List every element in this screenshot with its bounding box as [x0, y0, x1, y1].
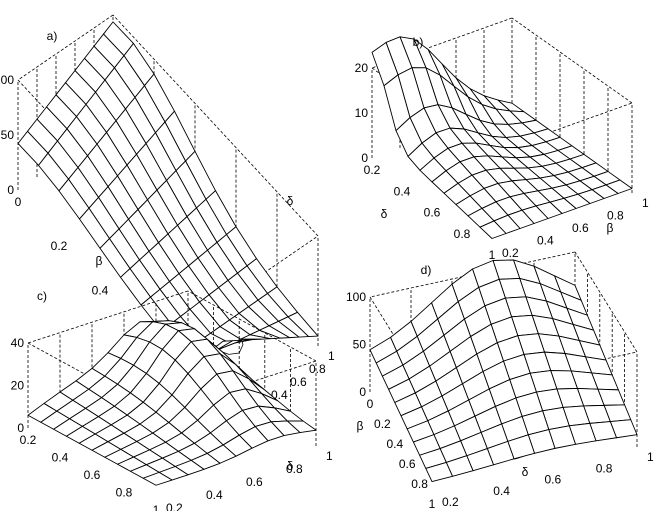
x-tick-label: 1 [153, 503, 160, 511]
box-edge [511, 17, 633, 104]
x-axis-label: β [96, 254, 103, 268]
x-tick-label: 0.2 [51, 239, 68, 253]
z-tick-label: 20 [355, 61, 369, 75]
z-tick-label: 0 [361, 151, 368, 165]
x-tick-label: 0.4 [52, 451, 69, 465]
x-tick-label: 1 [489, 248, 496, 262]
x-tick-label: 0.2 [364, 163, 381, 177]
y-tick-label: 0.8 [607, 209, 624, 223]
surface-face [425, 461, 453, 483]
x-tick-label: 0.4 [92, 283, 109, 297]
box-edge [187, 290, 317, 362]
y-tick-label: 0.4 [537, 234, 554, 248]
box-edge [17, 14, 114, 81]
box-edge [155, 360, 317, 414]
x-tick-label: 0.6 [84, 468, 101, 482]
y-axis-label: δ [381, 207, 388, 221]
panel-label: b) [413, 35, 424, 49]
z-tick-label: 0 [17, 421, 24, 435]
x-tick-label: 0.8 [454, 227, 471, 241]
y-axis-label: δ [287, 194, 294, 208]
x-tick-label: 0.4 [394, 184, 411, 198]
x-tick-label: 0.6 [399, 457, 416, 471]
y-tick-label: 0.6 [290, 375, 307, 389]
x-tick-label: 0.6 [424, 206, 441, 220]
y-tick-label: 0.4 [206, 488, 223, 502]
y-tick-label: 0.6 [545, 473, 562, 487]
z-tick-label: 0 [7, 183, 14, 197]
y-tick-label: 0.8 [286, 462, 303, 476]
panel-label: a) [47, 29, 58, 43]
box-edge [222, 235, 319, 302]
y-tick-label: 0.6 [572, 221, 589, 235]
box-edge [27, 290, 189, 344]
y-tick-label: 1 [642, 196, 649, 210]
z-tick-label: 10 [355, 106, 369, 120]
z-tick-label: 0 [359, 385, 366, 399]
z-tick-label: 50 [1, 128, 15, 142]
x-tick-label: 1 [429, 497, 436, 511]
x-tick-label: 0 [367, 397, 374, 411]
x-tick-label: 0.2 [374, 417, 391, 431]
y-tick-label: 0.2 [166, 501, 183, 511]
x-axis-label: β [357, 419, 364, 433]
x-tick-label: 0.4 [386, 437, 403, 451]
y-tick-label: 0.8 [309, 362, 326, 376]
y-tick-label: 1 [326, 449, 333, 463]
surface-face [479, 220, 507, 239]
y-tick-label: 0.2 [442, 495, 459, 509]
z-tick-label: 40 [11, 336, 25, 350]
z-tick-label: 20 [11, 379, 25, 393]
x-axis-label: β [607, 221, 614, 235]
y-tick-label: 1 [647, 450, 654, 464]
panel-label: d) [421, 263, 432, 277]
y-axis-label: δ [522, 465, 529, 479]
y-tick-label: 1 [328, 349, 335, 363]
x-tick-label: 0.8 [116, 486, 133, 500]
y-axis-label: δ [287, 459, 294, 473]
surface-face [142, 471, 173, 486]
box-edge [112, 14, 319, 237]
y-tick-label: 0.4 [493, 484, 510, 498]
x-tick-label: 0 [15, 195, 22, 209]
y-tick-label: 0.8 [596, 461, 613, 475]
x-tick-label: 0.8 [411, 477, 428, 491]
y-tick-label: 0.2 [502, 246, 519, 260]
panel-label: c) [37, 289, 47, 303]
panel-b: 0 10 20 0.2 0.4 0.6 0.8 1 0.2 0.4 0.6 0.8 1 β δ b) [355, 17, 649, 262]
z-tick-label: 100 [346, 290, 366, 304]
z-tick-label: 100 [0, 73, 14, 87]
x-tick-label: 0.2 [20, 433, 37, 447]
y-tick-label: 0.6 [246, 475, 263, 489]
z-tick-label: 50 [353, 338, 367, 352]
